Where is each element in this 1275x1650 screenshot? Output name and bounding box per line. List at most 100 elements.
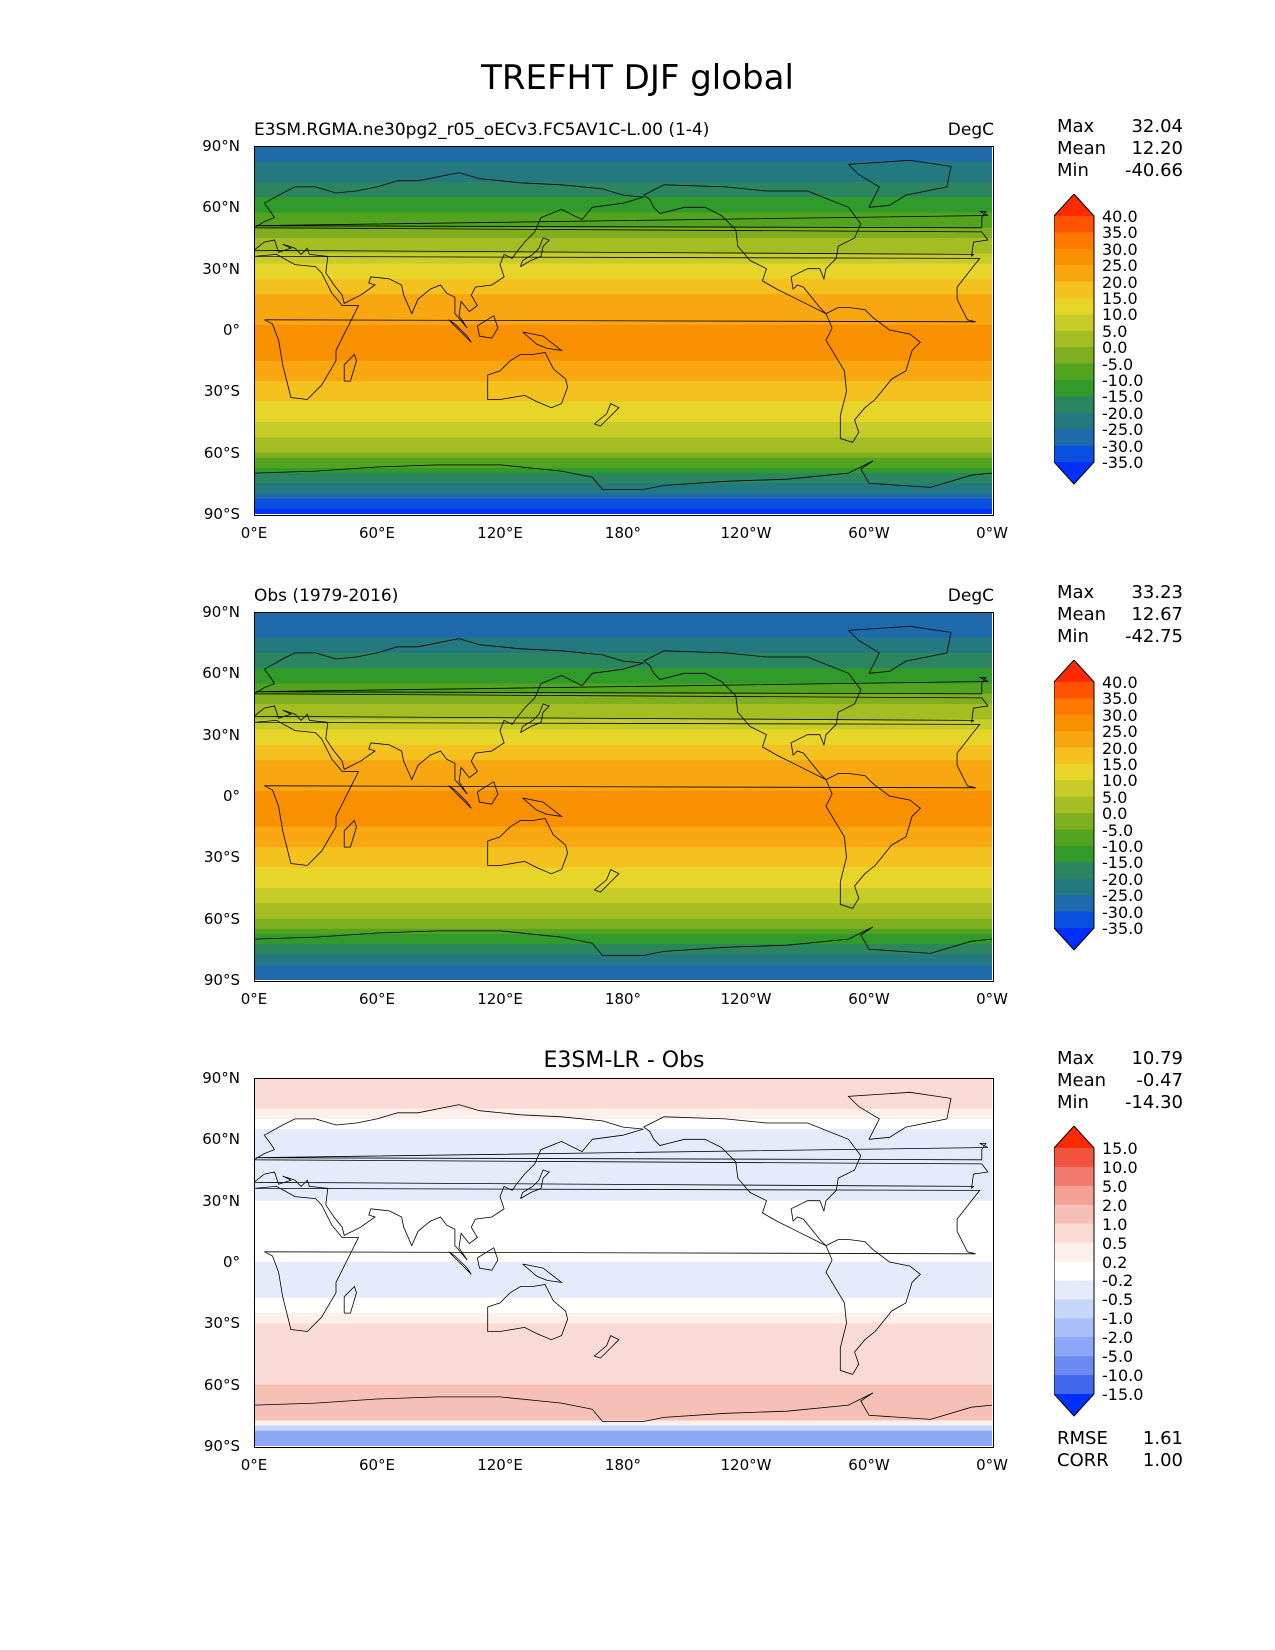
colorbar-label: -30.0 [1102,902,1144,922]
lat-band [254,755,992,761]
lat-band [254,1313,992,1319]
lat-band [254,1389,992,1396]
coastline [643,184,862,314]
lat-band [254,1241,992,1248]
lat-band [254,324,992,331]
lat-band [254,622,992,628]
lat-band [254,452,992,459]
colorbar-svg [1054,1126,1095,1417]
colorbar-segment [1054,731,1094,749]
coastline [487,818,569,875]
colorbar-label: 25.0 [1102,256,1138,276]
stat-min: -40.66 [1124,160,1183,181]
x-tick-label: 0°E [240,524,268,542]
stats-box: Max 10.79 Mean -0.47 Min -14.30 [1057,1048,1183,1114]
lat-band [254,1154,992,1161]
colorbar-segment [1054,878,1094,896]
lat-band [254,744,992,751]
lat-band [254,1430,992,1437]
lat-band [254,1221,992,1227]
lat-band [254,867,992,874]
lat-band [254,857,992,864]
colorbar-label: 15.0 [1102,289,1138,308]
lat-band [254,704,992,710]
lat-band [254,1425,992,1432]
lat-band [254,698,992,705]
lat-band [254,709,992,715]
lat-band [254,202,992,208]
stat-min-label: Min [1057,626,1089,647]
lat-band [254,847,992,853]
colorbar-label: 0.0 [1102,338,1128,358]
lat-band [254,376,992,382]
lat-band [254,806,992,812]
lat-band [254,1292,992,1299]
rmse-label: RMSE [1057,1428,1108,1449]
lat-band [254,508,992,514]
stat-max-label: Max [1057,582,1095,603]
lat-band [254,253,992,260]
coastline [594,403,620,427]
colorbar-label: -1.0 [1102,1309,1134,1329]
corr-label: CORR [1057,1450,1109,1471]
lat-band [254,678,992,685]
lat-band [254,488,992,495]
coastline [448,319,472,343]
coastline [643,650,862,780]
panel-model: E3SM.RGMA.ne30pg2_r05_oECv3.FC5AV1C-L.00… [0,116,1275,576]
lat-band [254,1435,992,1442]
map-plot [254,146,994,516]
coastline [847,159,952,208]
lat-band [254,416,992,423]
lat-band [254,801,992,807]
lat-band [254,780,992,787]
x-tick-label: 180° [604,990,642,1008]
colorbar-segment [1054,248,1094,266]
coastline [343,1285,357,1314]
coastline [343,819,357,848]
lat-band [254,1277,992,1284]
stat-min: -14.30 [1124,1092,1183,1113]
colorbar-label: 30.0 [1102,705,1138,725]
colorbar-label: -15.0 [1102,387,1144,407]
stat-mean: -0.47 [1136,1070,1183,1091]
lat-band [254,186,992,193]
colorbar-label: -20.0 [1102,869,1144,889]
lat-band [254,1200,992,1207]
lat-band [254,821,992,828]
lat-band [254,1210,992,1217]
lat-band [254,836,992,843]
lat-band [254,1231,992,1238]
plot-frame [254,1078,994,1448]
lat-band [254,1164,992,1171]
lat-band [254,882,992,889]
colorbar-outline [1054,194,1095,485]
y-tick-label: 90°S [203,505,240,523]
coastline [254,1392,992,1422]
lat-band [254,1246,992,1253]
lat-band [254,1410,992,1416]
colorbar-segment [1054,1299,1094,1319]
coastline [343,353,357,382]
panel-obs: Obs (1979-2016) DegC Max 33.23 Mean 12.67 … [0,582,1275,1042]
stat-max-label: Max [1057,1048,1095,1069]
lat-band [254,335,992,341]
x-tick-label: 180° [604,524,642,542]
lat-band [254,1113,992,1120]
y-tick-label: 60°S [203,909,240,928]
colorbar-segment [1054,330,1094,348]
lat-band [254,386,992,392]
colorbar-segment [1054,363,1094,381]
lat-band [254,1420,992,1427]
lat-band [254,893,992,899]
x-tick-label: 60°W [848,524,890,542]
coastline [256,677,989,695]
colorbar-label: -25.0 [1102,420,1144,440]
lat-band [254,796,992,802]
colorbar-label: -15.0 [1102,1385,1144,1404]
lat-band [254,468,992,474]
colorbar-segment [1054,1337,1094,1357]
lat-band [254,1190,992,1197]
lat-band [254,1338,992,1345]
lat-band [254,146,992,152]
